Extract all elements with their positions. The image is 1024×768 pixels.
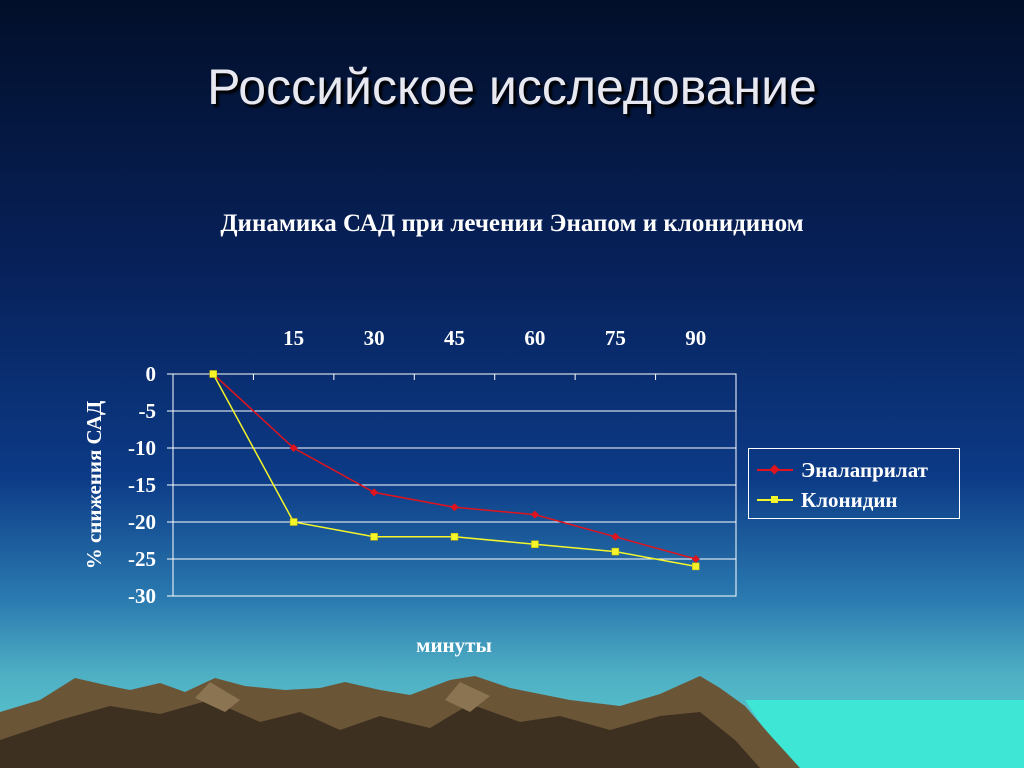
data-point-0-3	[450, 503, 459, 512]
y-tick-label--10: -10	[128, 436, 156, 460]
x-tick-label-60: 60	[524, 326, 545, 350]
data-point-0-4	[530, 510, 539, 519]
sea-water	[745, 700, 1024, 768]
x-tick-label-15: 15	[283, 326, 304, 350]
legend-item-enalaprilat: Эналаприлат	[757, 457, 928, 483]
data-point-0-1	[289, 444, 298, 452]
data-point-1-0	[209, 370, 217, 378]
legend-line-enalaprilat	[757, 464, 793, 475]
y-tick-label--15: -15	[128, 473, 156, 497]
y-tick-label--20: -20	[128, 510, 156, 534]
data-point-0-6	[691, 555, 700, 563]
y-axis-title: % снижения САД	[82, 400, 106, 569]
x-tick-label-90: 90	[685, 326, 706, 350]
y-tick-label--5: -5	[139, 399, 157, 423]
x-tick-labels: 15 30 45 60 75 90	[283, 326, 706, 350]
data-point-1-5	[611, 547, 620, 556]
y-tick-label--30: -30	[128, 584, 156, 608]
data-point-1-3	[450, 533, 459, 541]
data-point-1-4	[531, 540, 539, 548]
data-point-1-2	[370, 533, 378, 541]
legend-label-clonidine: Клонидин	[801, 487, 898, 512]
legend-item-clonidine: Клонидин	[757, 487, 898, 513]
y-tick-labels: 0 -5 -10 -15 -20 -25 -30	[128, 362, 156, 608]
legend-marker-clonidine	[771, 496, 778, 503]
x-tick-label-75: 75	[605, 326, 626, 350]
data-point-0-2	[370, 488, 379, 497]
slide-title: Российское исследование	[207, 59, 817, 115]
y-tick-label--25: -25	[128, 547, 156, 571]
legend-marker-enalaprilat	[769, 464, 780, 475]
legend-label-enalaprilat: Эналаприлат	[801, 457, 928, 482]
data-point-1-1	[289, 518, 298, 526]
series-line-0	[212, 373, 696, 560]
series-layer	[209, 370, 700, 571]
mountain-highlight	[195, 682, 240, 712]
data-point-0-5	[611, 532, 620, 541]
data-point-1-6	[692, 562, 700, 571]
x-axis-title: минуты	[416, 633, 492, 657]
x-tick-marks	[172, 374, 737, 380]
y-tick-marks	[167, 373, 173, 597]
chart-legend: Эналаприлат Клонидин	[748, 448, 960, 519]
legend-line-clonidine	[757, 496, 793, 503]
x-tick-label-30: 30	[364, 326, 385, 350]
mountain-shadow	[0, 700, 760, 768]
chart-title: Динамика САД при лечении Энапом и клонид…	[220, 210, 804, 237]
mountain-highlight-2	[445, 682, 490, 712]
y-tick-label-0: 0	[146, 362, 157, 386]
x-tick-label-45: 45	[444, 326, 465, 350]
